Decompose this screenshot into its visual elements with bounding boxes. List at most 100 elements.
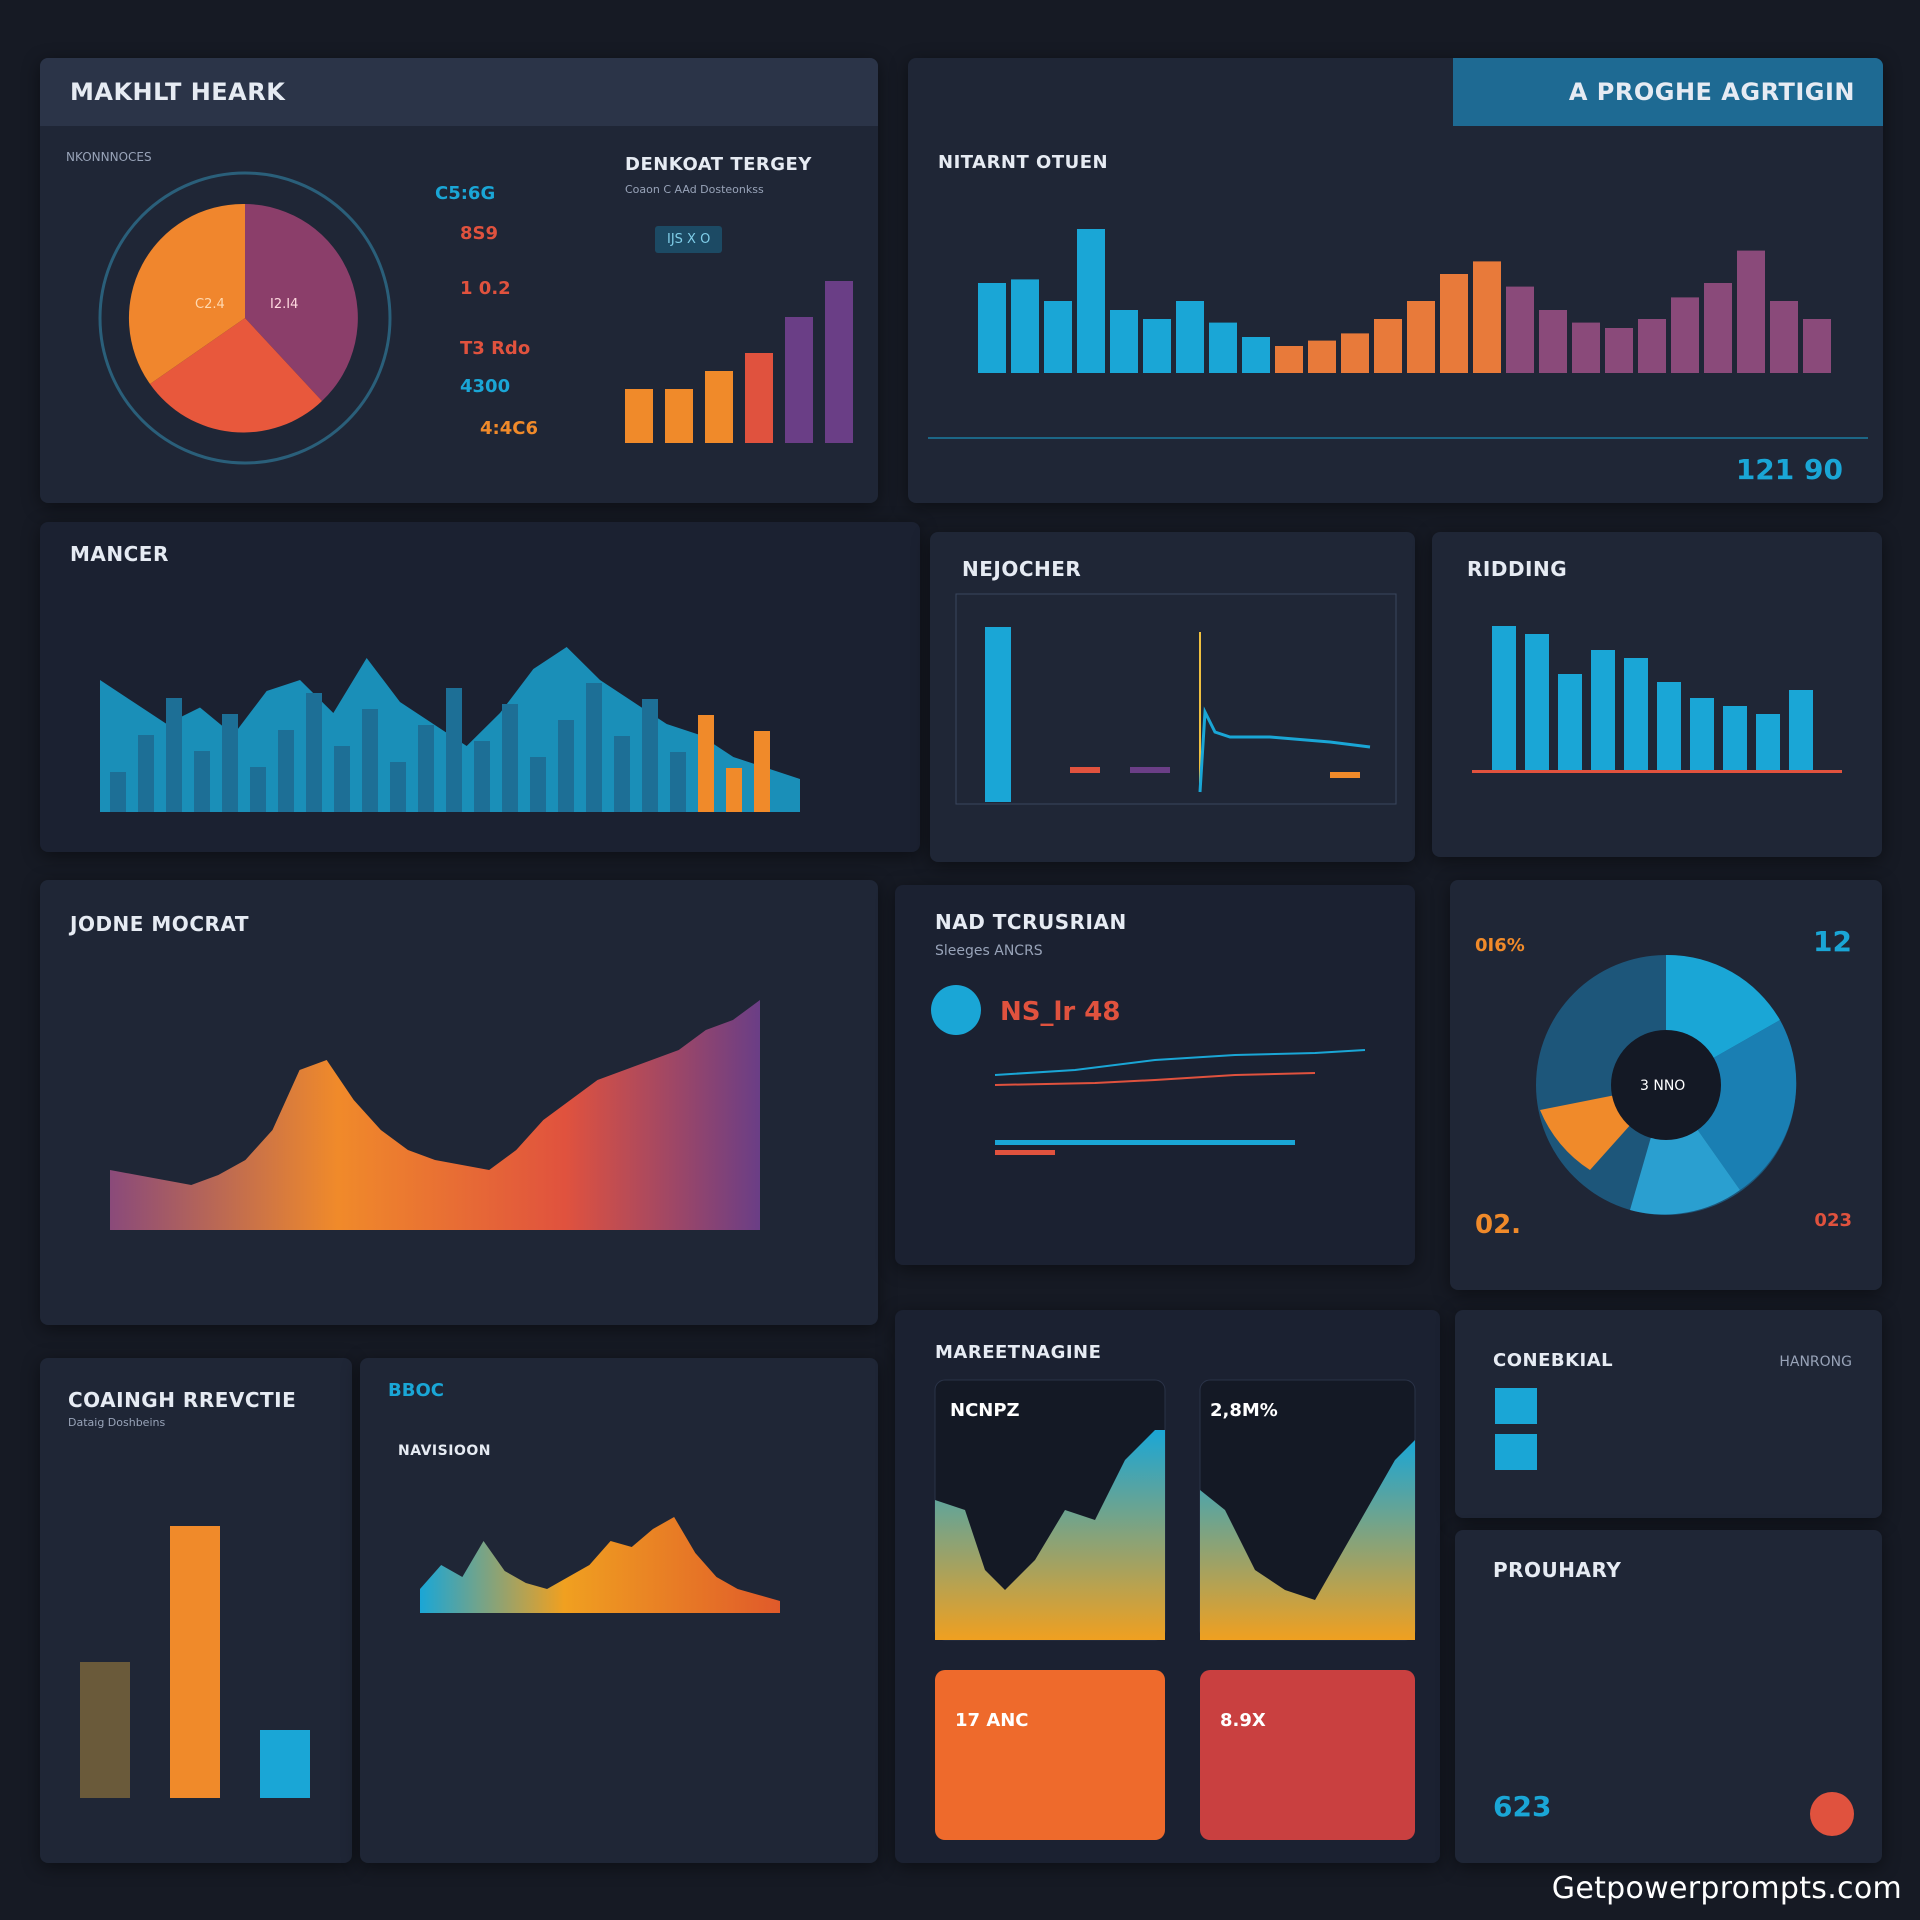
- top-right-bar: [1242, 337, 1270, 373]
- riddning-bar: [1756, 714, 1780, 770]
- mancer-bar: [586, 683, 602, 812]
- top-right-bar: [1143, 319, 1171, 373]
- jodne-chart: [110, 1000, 760, 1230]
- top-right-bar: [1308, 340, 1336, 373]
- mancer-bar: [166, 698, 182, 812]
- svg-text:I2.I4: I2.I4: [270, 297, 298, 312]
- top-right-bar: [1044, 301, 1072, 373]
- jodne-area: [110, 1000, 760, 1230]
- prouhary-metric: 623: [1493, 1790, 1552, 1823]
- mancer-bar: [614, 736, 630, 812]
- top-right-bar: [1605, 328, 1633, 373]
- top-right-bar: [1440, 274, 1468, 373]
- coaingh-title: COAINGH RREVCTIE: [68, 1388, 297, 1412]
- nad-panel: NAD TCRUSRIAN Sleeges ANCRS NS_lr 48: [895, 885, 1415, 1265]
- navision-title: NAVISIOON: [398, 1443, 491, 1459]
- mancer-bar: [698, 715, 714, 812]
- market-bar: [665, 389, 693, 443]
- market-bar: [705, 371, 733, 443]
- top-right-bar: [1539, 310, 1567, 373]
- nad-sub: Sleeges ANCRS: [935, 943, 1043, 959]
- mancer-chart: [100, 647, 800, 812]
- conebial-title: CONEBKIAL: [1493, 1350, 1614, 1371]
- metric-4: T3 Rdo: [460, 338, 531, 359]
- marketing-c2: 2,8M%: [1210, 1400, 1278, 1421]
- mancer-bar: [390, 762, 406, 812]
- top-right-panel: A PROGHE AGRTIGIN NITARNT OTUEN 121 90: [908, 58, 1883, 503]
- marketing-card1: 17 ANC: [955, 1710, 1029, 1731]
- metric-5: 4300: [460, 376, 511, 397]
- coaingh-sub: Dataig Doshbeins: [68, 1416, 166, 1429]
- top-right-bar: [1407, 301, 1435, 373]
- metric-2: 8S9: [460, 223, 499, 244]
- mancer-bar: [306, 693, 322, 812]
- market-bars: [625, 281, 853, 443]
- riddning-bar: [1558, 674, 1582, 770]
- riddning-title: RIDDING: [1467, 557, 1568, 581]
- mancer-bar: [642, 699, 658, 812]
- market-panel: MAKHLT HEARK NKONNNOCES C2.4 I2.I4 C5:6G…: [40, 58, 878, 503]
- market-bar: [745, 353, 773, 443]
- top-right-bar: [1077, 229, 1105, 373]
- mancer-bar: [334, 746, 350, 812]
- nejocher-title: NEJOCHER: [962, 557, 1082, 581]
- riddning-panel: RIDDING: [1432, 532, 1882, 857]
- mancer-bar: [110, 772, 126, 812]
- top-right-bar: [1011, 279, 1039, 373]
- bars-subtitle: Coaon C AAd Dosteonkss: [625, 183, 764, 196]
- nad-lines: [994, 1049, 1366, 1155]
- top-right-bar: [1770, 301, 1798, 373]
- mancer-title: MANCER: [70, 542, 169, 566]
- top-right-bar: [1803, 319, 1831, 373]
- mancer-bar: [502, 704, 518, 812]
- bars-tag: IJS X O: [655, 226, 723, 253]
- jodne-panel: JODNE MOCRAT: [40, 880, 878, 1325]
- metric-3: 1 0.2: [460, 278, 511, 299]
- top-right-chart-title: NITARNT OTUEN: [938, 152, 1109, 173]
- watermark: Getpowerprompts.com: [1551, 1871, 1902, 1906]
- top-right-bar: [1209, 322, 1237, 373]
- jodne-title: JODNE MOCRAT: [70, 912, 249, 936]
- riddning-bar: [1591, 650, 1615, 770]
- top-right-bar: [1638, 319, 1666, 373]
- bars-title: DENKOAT TERGEY: [625, 154, 812, 175]
- pie-label: NKONNNOCES: [66, 150, 152, 164]
- riddning-bar: [1789, 690, 1813, 770]
- mancer-bar: [222, 714, 238, 812]
- donut-tl: 0I6%: [1475, 935, 1525, 956]
- prouhary-panel: PROUHARY 623: [1455, 1530, 1882, 1863]
- market-titlebar: [40, 58, 878, 126]
- marketing-charts: [934, 1379, 1416, 1840]
- top-right-title: A PROGHE AGRTIGIN: [1568, 78, 1855, 106]
- coaingh-bars: [80, 1526, 310, 1798]
- navision-chart: [420, 1517, 780, 1613]
- top-right-bar: [1473, 261, 1501, 373]
- market-title: MAKHLT HEARK: [70, 78, 286, 106]
- mancer-bar: [278, 730, 294, 812]
- navision-tag: BBOC: [388, 1380, 444, 1401]
- donut-br: 023: [1814, 1210, 1852, 1231]
- nejocher-panel: NEJOCHER: [930, 532, 1415, 862]
- nad-value: NS_lr 48: [1000, 997, 1121, 1027]
- riddning-bar: [1525, 634, 1549, 770]
- mancer-bar: [558, 720, 574, 812]
- metric-6: 4:4C6: [480, 418, 538, 439]
- alert-icon[interactable]: [1810, 1792, 1854, 1836]
- mancer-bar: [670, 752, 686, 812]
- mancer-bar: [362, 709, 378, 812]
- donut-bl: 02.: [1475, 1210, 1522, 1240]
- top-right-bar: [1374, 319, 1402, 373]
- top-right-bar: [978, 283, 1006, 373]
- nad-title: NAD TCRUSRIAN: [935, 910, 1127, 934]
- mancer-panel: MANCER: [40, 522, 920, 852]
- top-right-bar: [1341, 333, 1369, 373]
- market-bar: [825, 281, 853, 443]
- mancer-bar: [418, 725, 434, 812]
- coaingh-bar: [260, 1730, 310, 1798]
- mancer-bar: [726, 768, 742, 812]
- riddning-baseline: [1472, 770, 1842, 773]
- navision-panel: BBOC NAVISIOON: [360, 1358, 878, 1863]
- top-right-bar: [1704, 283, 1732, 373]
- marketing-title: MAREETNAGINE: [935, 1342, 1102, 1363]
- conebial-panel: CONEBKIAL HANRONG: [1455, 1310, 1882, 1518]
